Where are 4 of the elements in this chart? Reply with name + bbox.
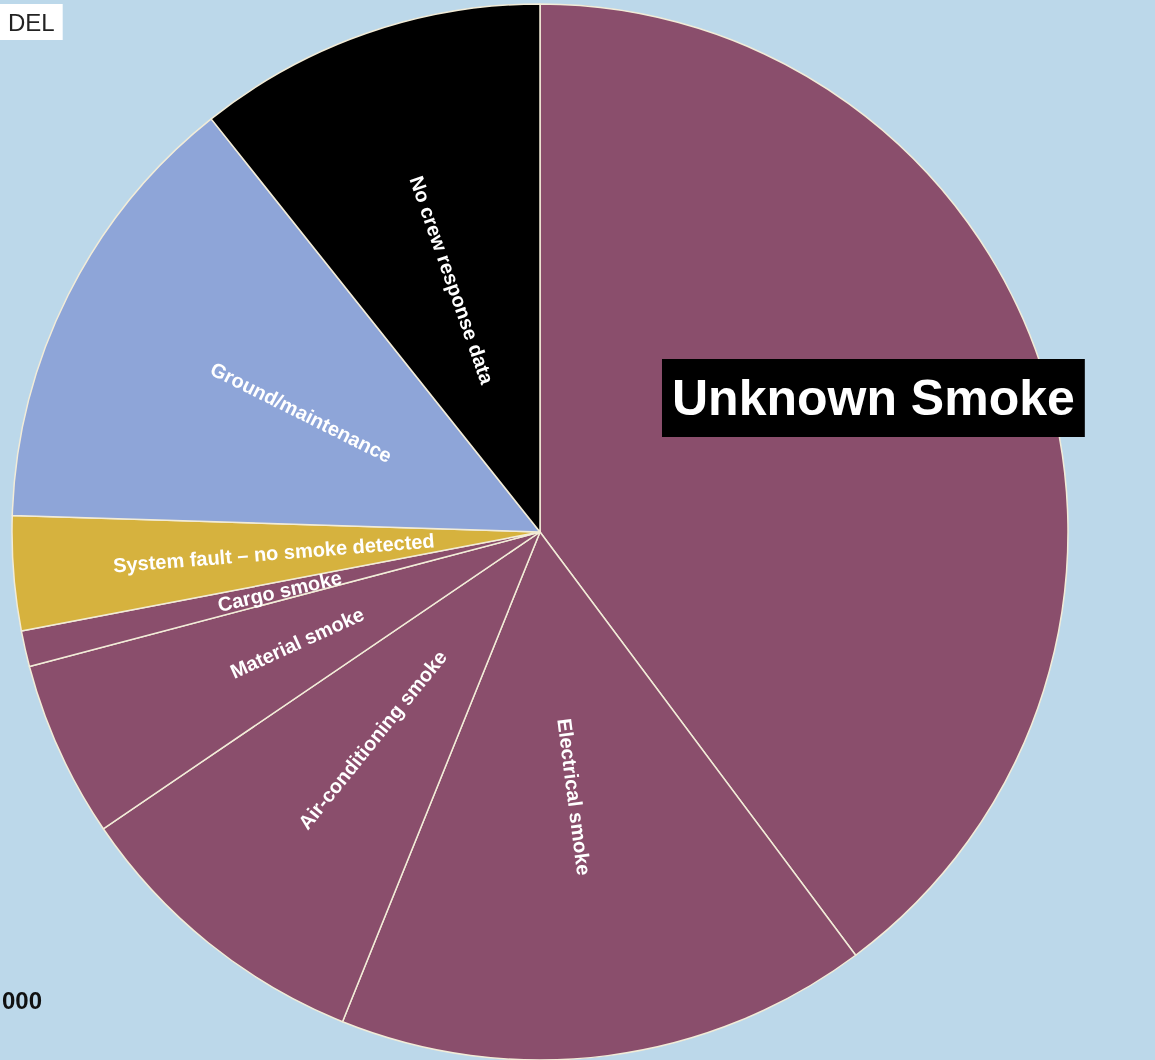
text: 000 bbox=[2, 986, 43, 1014]
slice-label: Unknown Smoke bbox=[671, 369, 1075, 426]
text: DEL bbox=[8, 8, 55, 36]
slice-label: Electrical smoke bbox=[553, 717, 596, 877]
